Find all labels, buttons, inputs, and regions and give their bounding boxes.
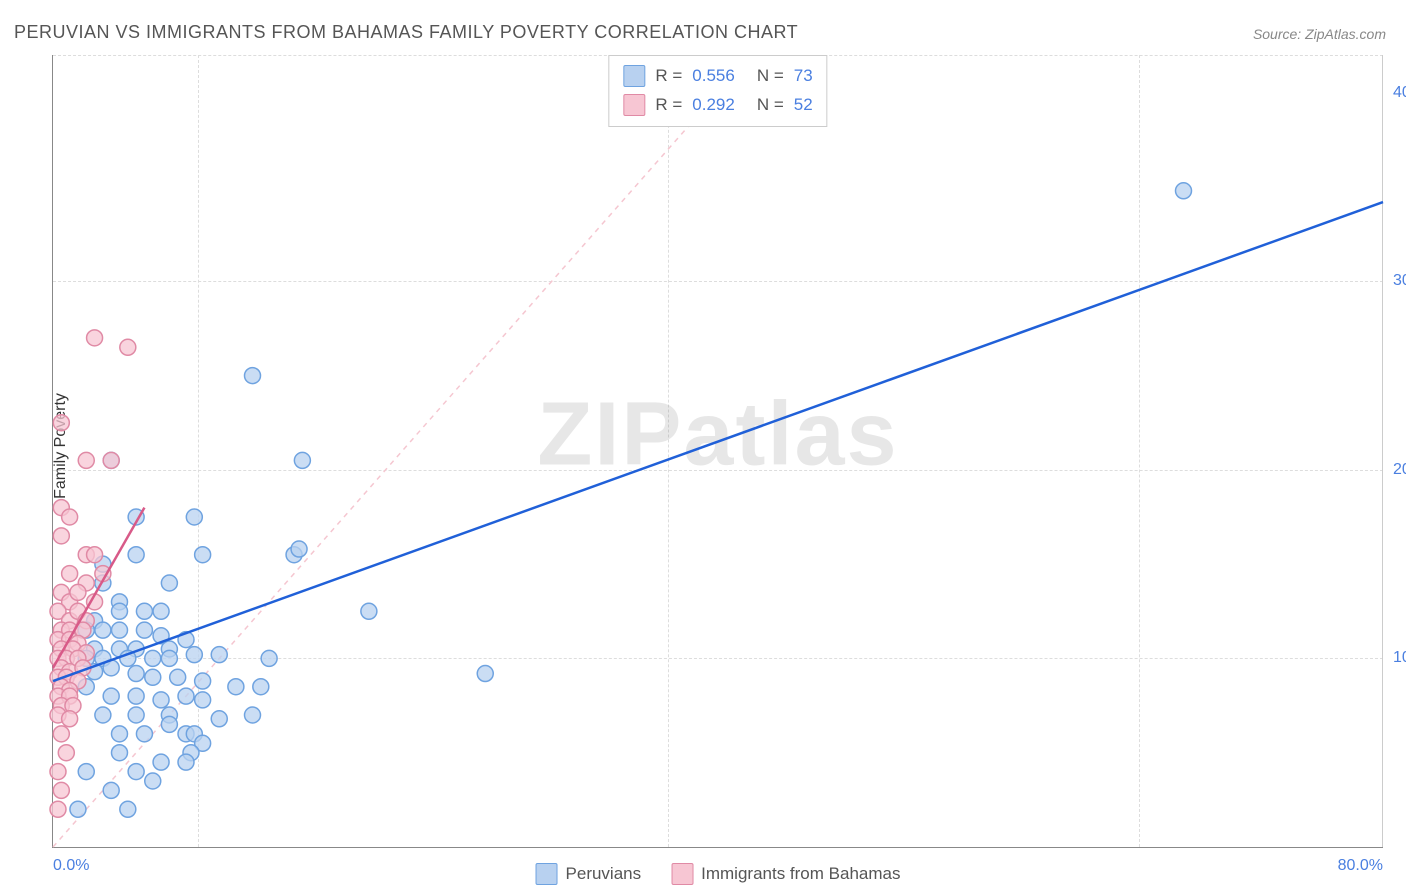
- data-point: [128, 707, 144, 723]
- data-point: [70, 801, 86, 817]
- data-point: [112, 726, 128, 742]
- data-point: [195, 692, 211, 708]
- data-point: [95, 707, 111, 723]
- data-point: [120, 801, 136, 817]
- data-point: [253, 679, 269, 695]
- data-point: [228, 679, 244, 695]
- data-point: [195, 673, 211, 689]
- data-point: [294, 452, 310, 468]
- data-point: [53, 528, 69, 544]
- x-tick-label: 0.0%: [53, 857, 89, 875]
- data-point: [78, 764, 94, 780]
- data-point: [136, 726, 152, 742]
- data-point: [186, 509, 202, 525]
- chart-plot-area: ZIPatlas R = 0.556N = 73R = 0.292N = 52 …: [52, 55, 1383, 848]
- legend-n-value: 73: [794, 62, 813, 91]
- data-point: [245, 368, 261, 384]
- data-point: [112, 745, 128, 761]
- regression-line: [53, 202, 1383, 681]
- data-point: [161, 716, 177, 732]
- data-point: [87, 547, 103, 563]
- source-attribution: Source: ZipAtlas.com: [1253, 26, 1386, 42]
- correlation-legend: R = 0.556 N = 73 R = 0.292 N = 52: [608, 55, 827, 127]
- series-legend: Peruvians Immigrants from Bahamas: [536, 863, 901, 885]
- legend-swatch: [623, 65, 645, 87]
- data-point: [361, 603, 377, 619]
- data-point: [112, 622, 128, 638]
- data-point: [178, 688, 194, 704]
- data-point: [58, 745, 74, 761]
- data-point: [261, 650, 277, 666]
- data-point: [50, 801, 66, 817]
- x-tick-label: 80.0%: [1338, 857, 1383, 875]
- chart-title: PERUVIAN VS IMMIGRANTS FROM BAHAMAS FAMI…: [14, 22, 798, 43]
- data-point: [112, 603, 128, 619]
- data-point: [136, 603, 152, 619]
- data-point: [136, 622, 152, 638]
- legend-n-value: 52: [794, 91, 813, 120]
- data-point: [186, 647, 202, 663]
- data-point: [62, 566, 78, 582]
- data-point: [145, 650, 161, 666]
- chart-svg: [53, 55, 1383, 847]
- legend-r-value: 0.556: [692, 62, 735, 91]
- data-point: [161, 575, 177, 591]
- data-point: [153, 692, 169, 708]
- data-point: [153, 603, 169, 619]
- legend-item: Immigrants from Bahamas: [671, 863, 900, 885]
- legend-item: Peruvians: [536, 863, 642, 885]
- data-point: [161, 650, 177, 666]
- legend-r-label: R =: [655, 62, 682, 91]
- data-point: [103, 688, 119, 704]
- legend-n-label: N =: [757, 91, 784, 120]
- data-point: [128, 764, 144, 780]
- legend-r-label: R =: [655, 91, 682, 120]
- data-point: [95, 622, 111, 638]
- data-point: [153, 754, 169, 770]
- data-point: [53, 415, 69, 431]
- reference-diagonal: [53, 55, 751, 847]
- data-point: [50, 764, 66, 780]
- data-point: [70, 584, 86, 600]
- legend-swatch: [671, 863, 693, 885]
- data-point: [211, 711, 227, 727]
- data-point: [53, 782, 69, 798]
- y-tick-label: 40.0%: [1393, 84, 1406, 102]
- data-point: [145, 669, 161, 685]
- data-point: [103, 782, 119, 798]
- data-point: [145, 773, 161, 789]
- data-point: [245, 707, 261, 723]
- data-point: [87, 330, 103, 346]
- data-point: [291, 541, 307, 557]
- data-point: [195, 547, 211, 563]
- data-point: [53, 726, 69, 742]
- data-point: [103, 452, 119, 468]
- y-tick-label: 10.0%: [1393, 649, 1406, 667]
- y-tick-label: 30.0%: [1393, 272, 1406, 290]
- data-point: [170, 669, 186, 685]
- data-point: [128, 688, 144, 704]
- data-point: [62, 711, 78, 727]
- legend-label: Immigrants from Bahamas: [701, 864, 900, 884]
- data-point: [62, 509, 78, 525]
- legend-swatch: [536, 863, 558, 885]
- legend-swatch: [623, 94, 645, 116]
- data-point: [128, 666, 144, 682]
- legend-label: Peruvians: [566, 864, 642, 884]
- data-point: [211, 647, 227, 663]
- data-point: [1176, 183, 1192, 199]
- legend-row: R = 0.292 N = 52: [623, 91, 812, 120]
- data-point: [178, 754, 194, 770]
- y-tick-label: 20.0%: [1393, 461, 1406, 479]
- data-point: [128, 547, 144, 563]
- legend-n-label: N =: [757, 62, 784, 91]
- legend-r-value: 0.292: [692, 91, 735, 120]
- data-point: [477, 666, 493, 682]
- data-point: [78, 452, 94, 468]
- data-point: [120, 339, 136, 355]
- legend-row: R = 0.556 N = 73: [623, 62, 812, 91]
